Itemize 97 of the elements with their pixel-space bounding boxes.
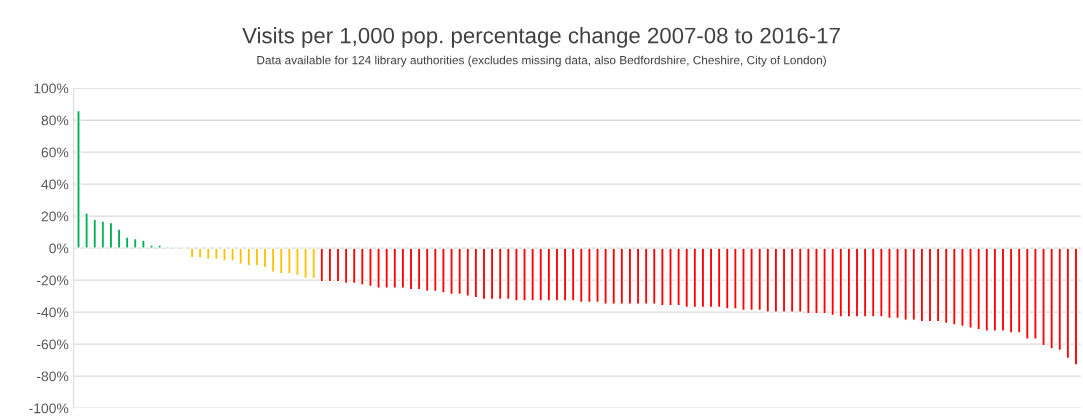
bar [570,247,576,302]
bar [797,247,803,313]
bar [262,247,268,269]
bar [684,247,690,309]
bar [246,247,252,267]
chart-title: Visits per 1,000 pop. percentage change 2007-08 to 2016-17 [242,27,840,48]
bar [84,212,89,249]
bar [952,247,957,326]
bar [668,247,673,307]
bar [132,237,138,249]
bar [1057,247,1063,352]
bar [222,247,227,262]
bar [92,218,98,249]
bar [197,247,203,259]
bar [1016,247,1022,334]
bar [976,247,981,331]
bar [457,247,462,296]
bar [205,247,211,261]
bar [465,247,471,297]
bar [903,247,908,321]
bar [960,247,965,328]
bar [141,239,146,249]
bar [392,247,398,289]
bar [603,247,608,305]
bar [587,247,592,304]
bar [830,247,836,317]
y-tick-label: 60% [41,147,69,158]
y-tick-label: 100% [34,83,69,94]
bar [879,247,884,318]
bar [376,247,381,289]
y-tick-label: -100% [29,403,69,414]
bar [238,247,244,265]
bar [733,247,738,310]
bar [1049,247,1054,350]
y-tick-label: 0% [49,243,69,254]
bar [765,247,771,313]
bar [270,247,276,273]
bar [651,247,657,305]
bar [311,247,316,280]
y-tick-label: 40% [41,179,69,190]
y-tick-label: 20% [41,211,69,222]
bar [433,247,438,293]
bar [295,247,300,277]
bar [1024,247,1030,341]
y-tick-label: -80% [36,371,69,382]
bar [287,247,292,275]
bar [360,247,365,286]
bar [530,247,535,302]
y-tick-label: -40% [36,307,69,318]
bar [611,247,617,305]
bar [157,244,162,249]
bar [514,247,519,302]
bar [749,247,754,312]
bar [943,247,949,325]
bar [189,247,195,259]
bar [887,247,892,320]
bar [214,247,219,261]
bar [522,247,527,302]
bar [822,247,827,315]
bar [741,247,746,312]
bar [838,247,844,318]
bar [895,247,900,320]
bar [441,247,446,294]
bar [757,247,763,312]
bar [149,244,154,249]
bar [1041,247,1046,347]
bar [76,109,81,249]
bar [368,247,373,288]
bar [449,247,454,296]
bar [578,247,584,304]
bar [384,247,389,289]
bar [1033,247,1038,341]
bar [968,247,973,329]
bar [724,247,730,310]
bar [424,247,430,293]
bar [303,247,308,280]
bar [806,247,811,315]
bar [676,247,681,307]
bar [278,247,284,275]
bar [814,247,819,315]
chart-subtitle: Data available for 124 library authorities (excludes missing data, also Bedfordshire, Cheshire, City of London) [257,55,826,67]
bar [538,247,544,302]
bar [660,247,665,307]
bar [911,247,917,321]
bar [124,236,130,249]
bar [870,247,876,318]
y-tick-label: -20% [36,275,69,286]
bar [595,247,600,304]
bar [230,247,235,262]
y-tick-label: -60% [36,339,69,350]
y-tick-label: 80% [41,115,69,126]
bar [497,247,503,301]
bar [116,228,122,249]
bar [984,247,990,333]
bar [351,247,357,285]
bar [319,247,325,283]
bar [505,247,511,301]
